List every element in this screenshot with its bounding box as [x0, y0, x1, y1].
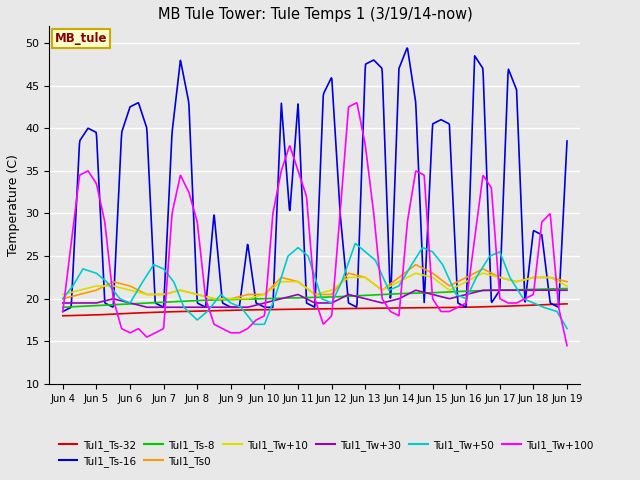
Text: MB_tule: MB_tule — [54, 32, 107, 45]
Y-axis label: Temperature (C): Temperature (C) — [7, 154, 20, 256]
Legend: Tul1_Ts-32, Tul1_Ts-16, Tul1_Ts-8, Tul1_Ts0, Tul1_Tw+10, Tul1_Tw+30, Tul1_Tw+50,: Tul1_Ts-32, Tul1_Ts-16, Tul1_Ts-8, Tul1_… — [54, 436, 598, 471]
Title: MB Tule Tower: Tule Temps 1 (3/19/14-now): MB Tule Tower: Tule Temps 1 (3/19/14-now… — [157, 7, 472, 22]
